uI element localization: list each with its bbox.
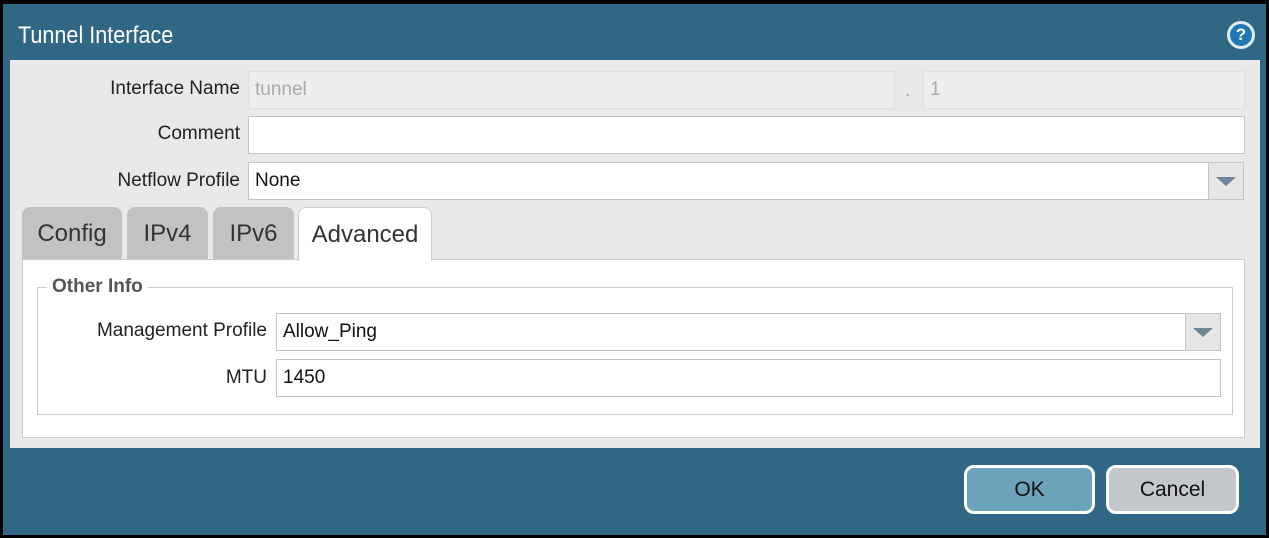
chevron-down-icon (1193, 327, 1213, 337)
comment-input[interactable] (248, 116, 1245, 154)
management-dropdown-button[interactable] (1185, 313, 1221, 351)
mtu-input[interactable]: 1450 (276, 359, 1221, 397)
ok-button[interactable]: OK (964, 465, 1095, 514)
interface-separator: . (905, 80, 911, 101)
help-icon[interactable]: ? (1227, 21, 1255, 49)
tab-advanced[interactable]: Advanced (298, 207, 432, 261)
chevron-down-icon (1216, 176, 1236, 186)
interface-name-label: Interface Name (110, 78, 240, 99)
dialog-title: Tunnel Interface (18, 22, 174, 49)
cancel-button[interactable]: Cancel (1106, 465, 1239, 514)
netflow-profile-select[interactable]: None (248, 162, 1209, 200)
management-profile-label: Management Profile (96, 320, 267, 341)
netflow-profile-label: Netflow Profile (117, 170, 241, 191)
tab-config[interactable]: Config (22, 207, 122, 260)
interface-suffix-input[interactable]: 1 (923, 71, 1245, 109)
interface-name-input[interactable]: tunnel (248, 71, 895, 109)
other-info-title: Other Info (47, 276, 148, 298)
netflow-dropdown-button[interactable] (1208, 162, 1244, 200)
tab-ipv4[interactable]: IPv4 (127, 207, 208, 260)
comment-label: Comment (157, 123, 240, 144)
mtu-label: MTU (225, 367, 267, 388)
tab-ipv6[interactable]: IPv6 (213, 207, 294, 260)
management-profile-select[interactable]: Allow_Ping (276, 313, 1186, 351)
other-info-fieldset (37, 287, 1233, 415)
